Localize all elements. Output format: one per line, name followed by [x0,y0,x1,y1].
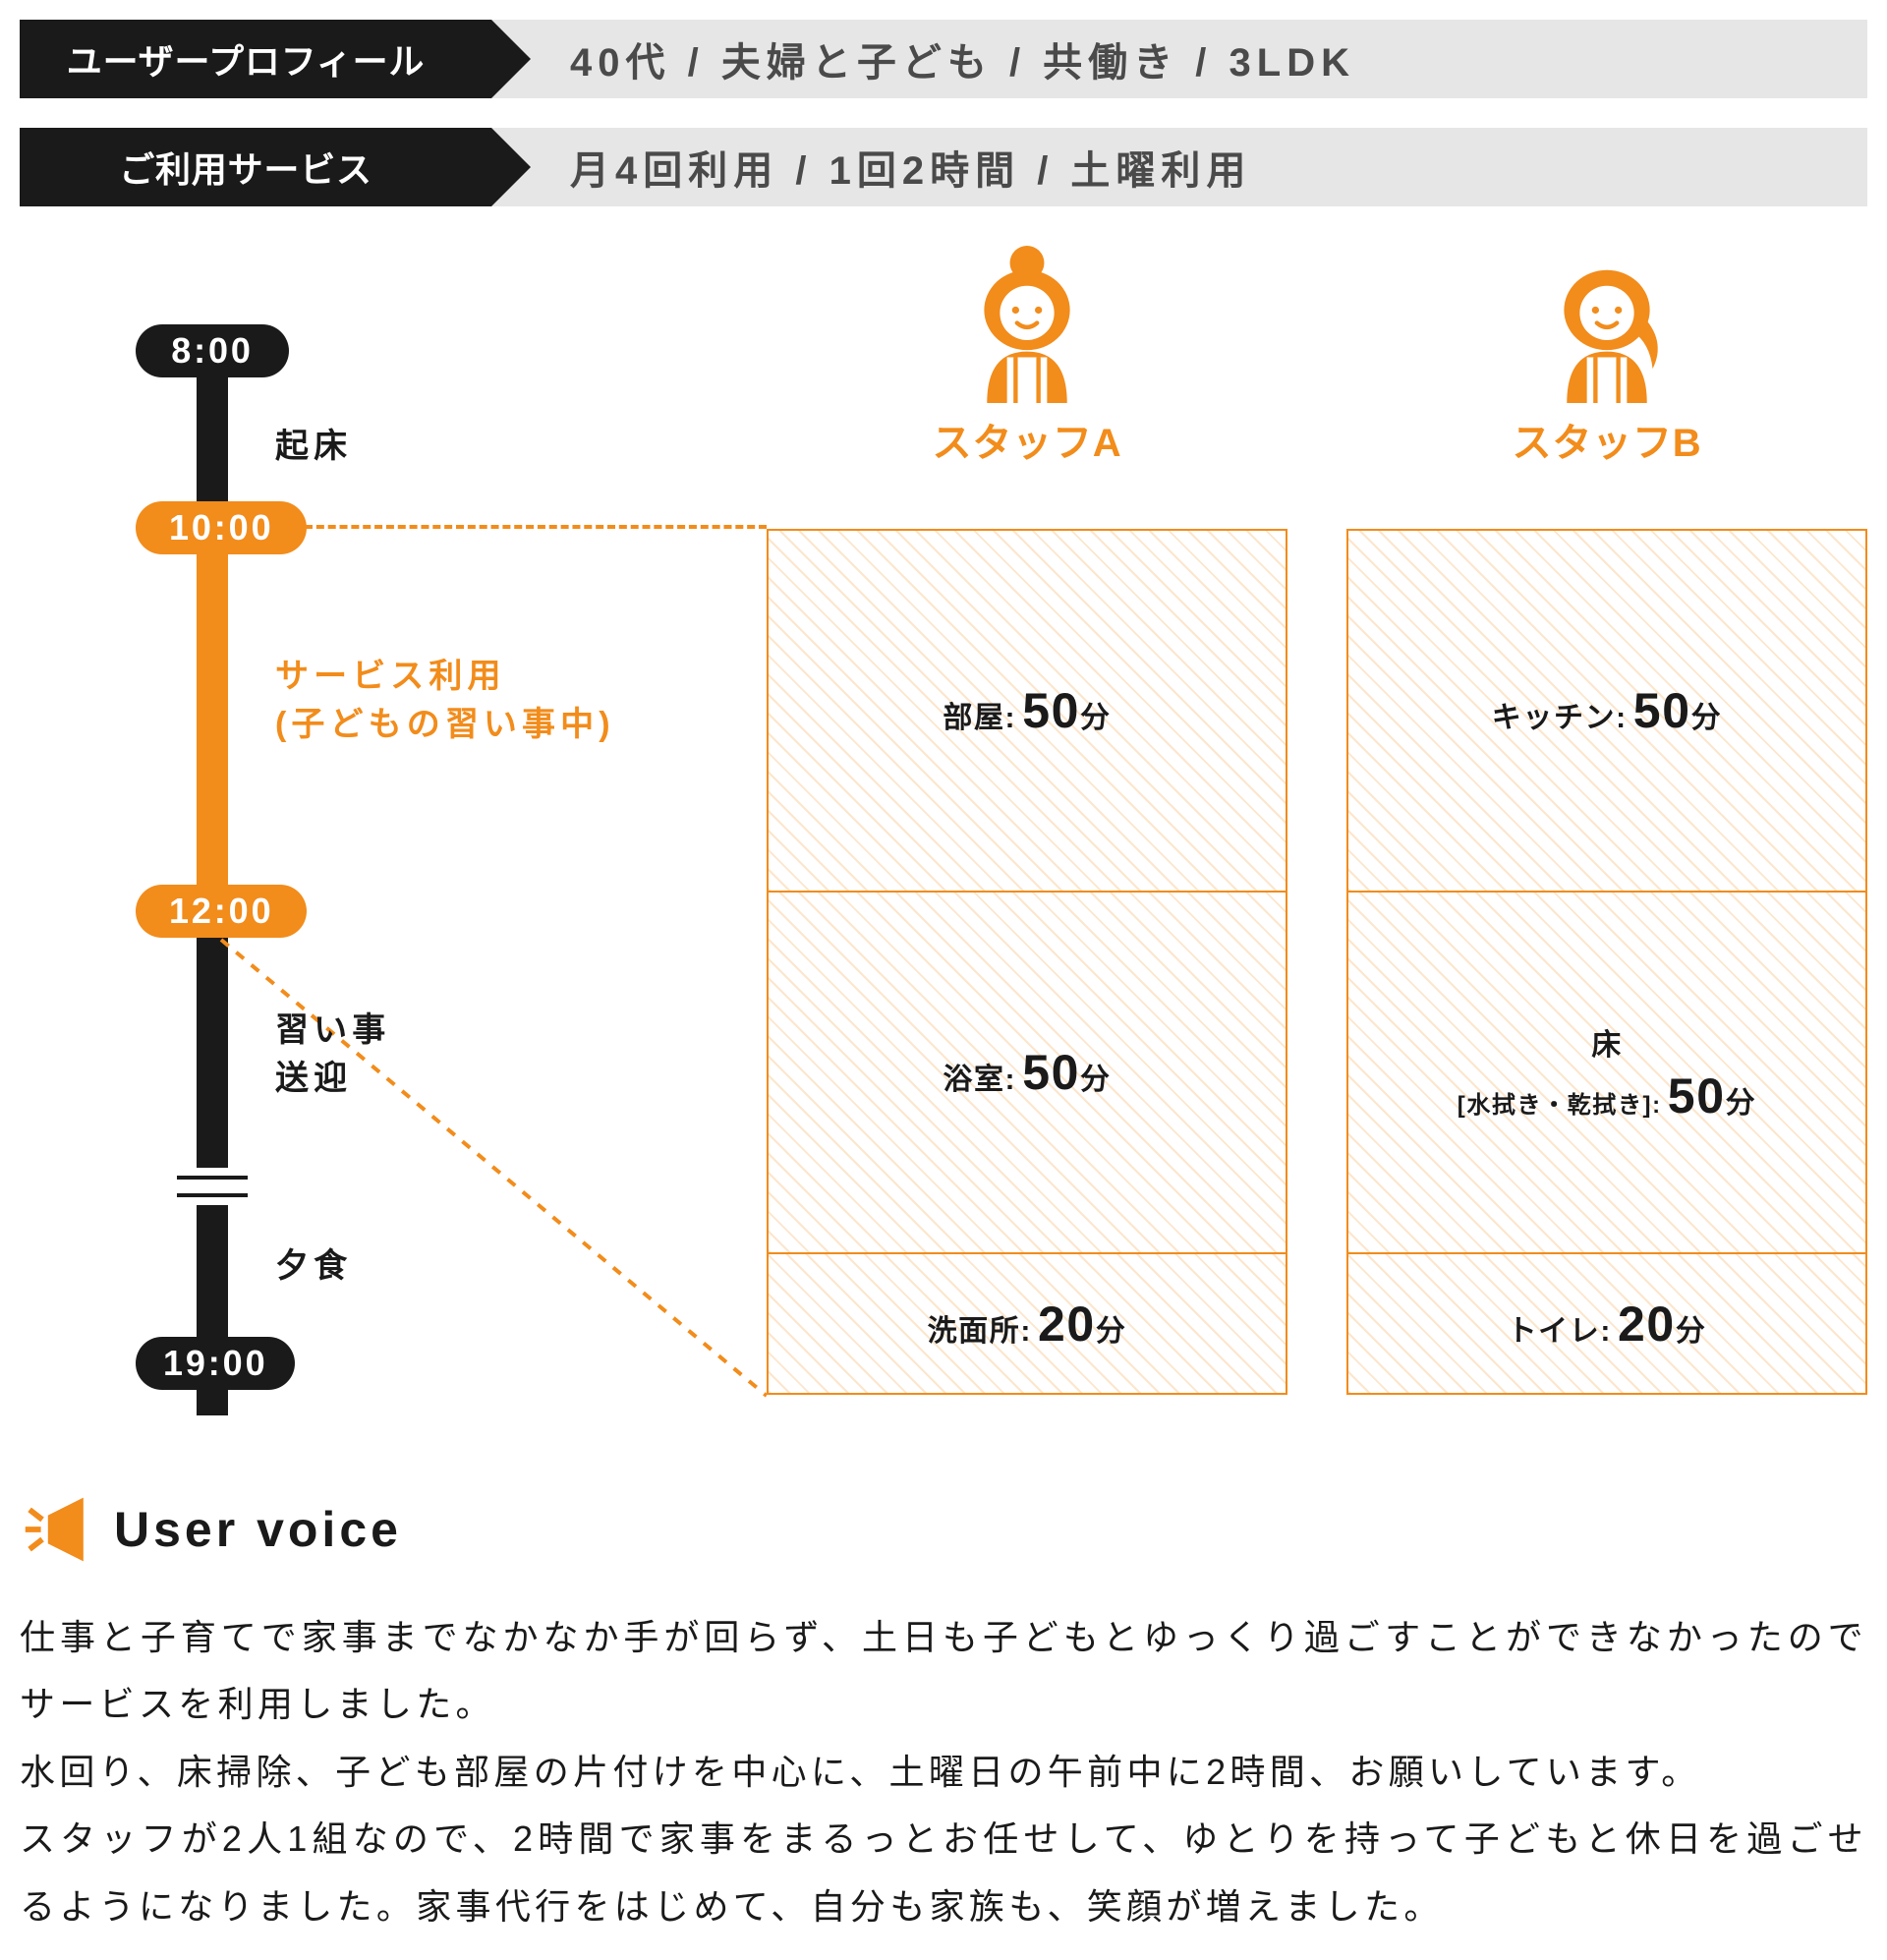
staff-name: スタッフA [933,411,1122,468]
staff-column: スタッフB キッチン: 50分 床 [水拭き・乾拭き]: 50分 トイレ: 20… [1346,531,1867,1465]
timeline-event: 起床 [275,419,352,467]
staff-area: スタッフA 部屋: 50分 浴室: 50分 洗面所: 20分 スタッフB キッチ… [767,324,1867,1465]
header-profile-row: ユーザープロフィール 40代 / 夫婦と子ども / 共働き / 3LDK [20,20,1867,98]
staff-head: スタッフA [933,246,1122,468]
task-cell: キッチン: 50分 [1346,529,1867,893]
timeline-event: 習い事送迎 [275,1003,390,1099]
task-cell: 浴室: 50分 [767,891,1287,1254]
header-profile-label: ユーザープロフィール [20,20,491,98]
staff-column: スタッフA 部屋: 50分 浴室: 50分 洗面所: 20分 [767,531,1287,1465]
user-voice-title: User voice [114,1501,402,1558]
megaphone-icon [20,1494,90,1565]
time-pill: 19:00 [136,1337,295,1390]
user-voice-section: User voice 仕事と子育てで家事までなかなか手が回らず、土日も子どもとゆ… [20,1494,1867,1940]
dash-line-top [305,525,767,529]
task-cell: 洗面所: 20分 [767,1252,1287,1395]
task-cell: トイレ: 20分 [1346,1252,1867,1395]
user-voice-line-3: スタッフが2人1組なので、2時間で家事をまるっとお任せして、ゆとりを持って子ども… [20,1818,1867,1926]
task-cell: 床 [水拭き・乾拭き]: 50分 [1346,891,1867,1254]
task-stack: 部屋: 50分 浴室: 50分 洗面所: 20分 [767,531,1287,1395]
task-stack: キッチン: 50分 床 [水拭き・乾拭き]: 50分 トイレ: 20分 [1346,531,1867,1395]
staff-head: スタッフB [1513,246,1702,468]
time-pill: 12:00 [136,885,307,938]
user-voice-line-2: 水回り、床掃除、子ども部屋の片付けを中心に、土曜日の午前中に2時間、お願いしてい… [20,1752,1701,1792]
task-cell: 部屋: 50分 [767,529,1287,893]
timeline-column: 8:00 10:00 12:00 19:00 起床サービス利用(子どもの習い事中) 習い事… [20,324,767,1465]
header-service-label: ご利用サービス [20,128,491,206]
timeline-track-orange [197,531,228,914]
timeline-event: 夕食 [275,1239,352,1287]
timeline-break [177,1168,248,1205]
user-voice-line-1: 仕事と子育てで家事までなかなか手が回らず、土日も子どもとゆっくり過ごすことができ… [20,1617,1867,1724]
user-voice-head: User voice [20,1494,1867,1565]
time-pill: 10:00 [136,501,307,554]
user-voice-body: 仕事と子育てで家事までなかなか手が回らず、土日も子どもとゆっくり過ごすことができ… [20,1604,1867,1940]
time-pill: 8:00 [136,324,289,377]
main-content: 8:00 10:00 12:00 19:00 起床サービス利用(子どもの習い事中) 習い事… [20,324,1867,1465]
header-service-value: 月4回利用 / 1回2時間 / 土曜利用 [491,128,1867,206]
header-profile-value: 40代 / 夫婦と子ども / 共働き / 3LDK [491,20,1867,98]
dash-line-diag [20,324,767,1465]
timeline-event: サービス利用(子どもの習い事中) [275,649,615,745]
staff-name: スタッフB [1513,411,1702,468]
header-service-row: ご利用サービス 月4回利用 / 1回2時間 / 土曜利用 [20,128,1867,206]
